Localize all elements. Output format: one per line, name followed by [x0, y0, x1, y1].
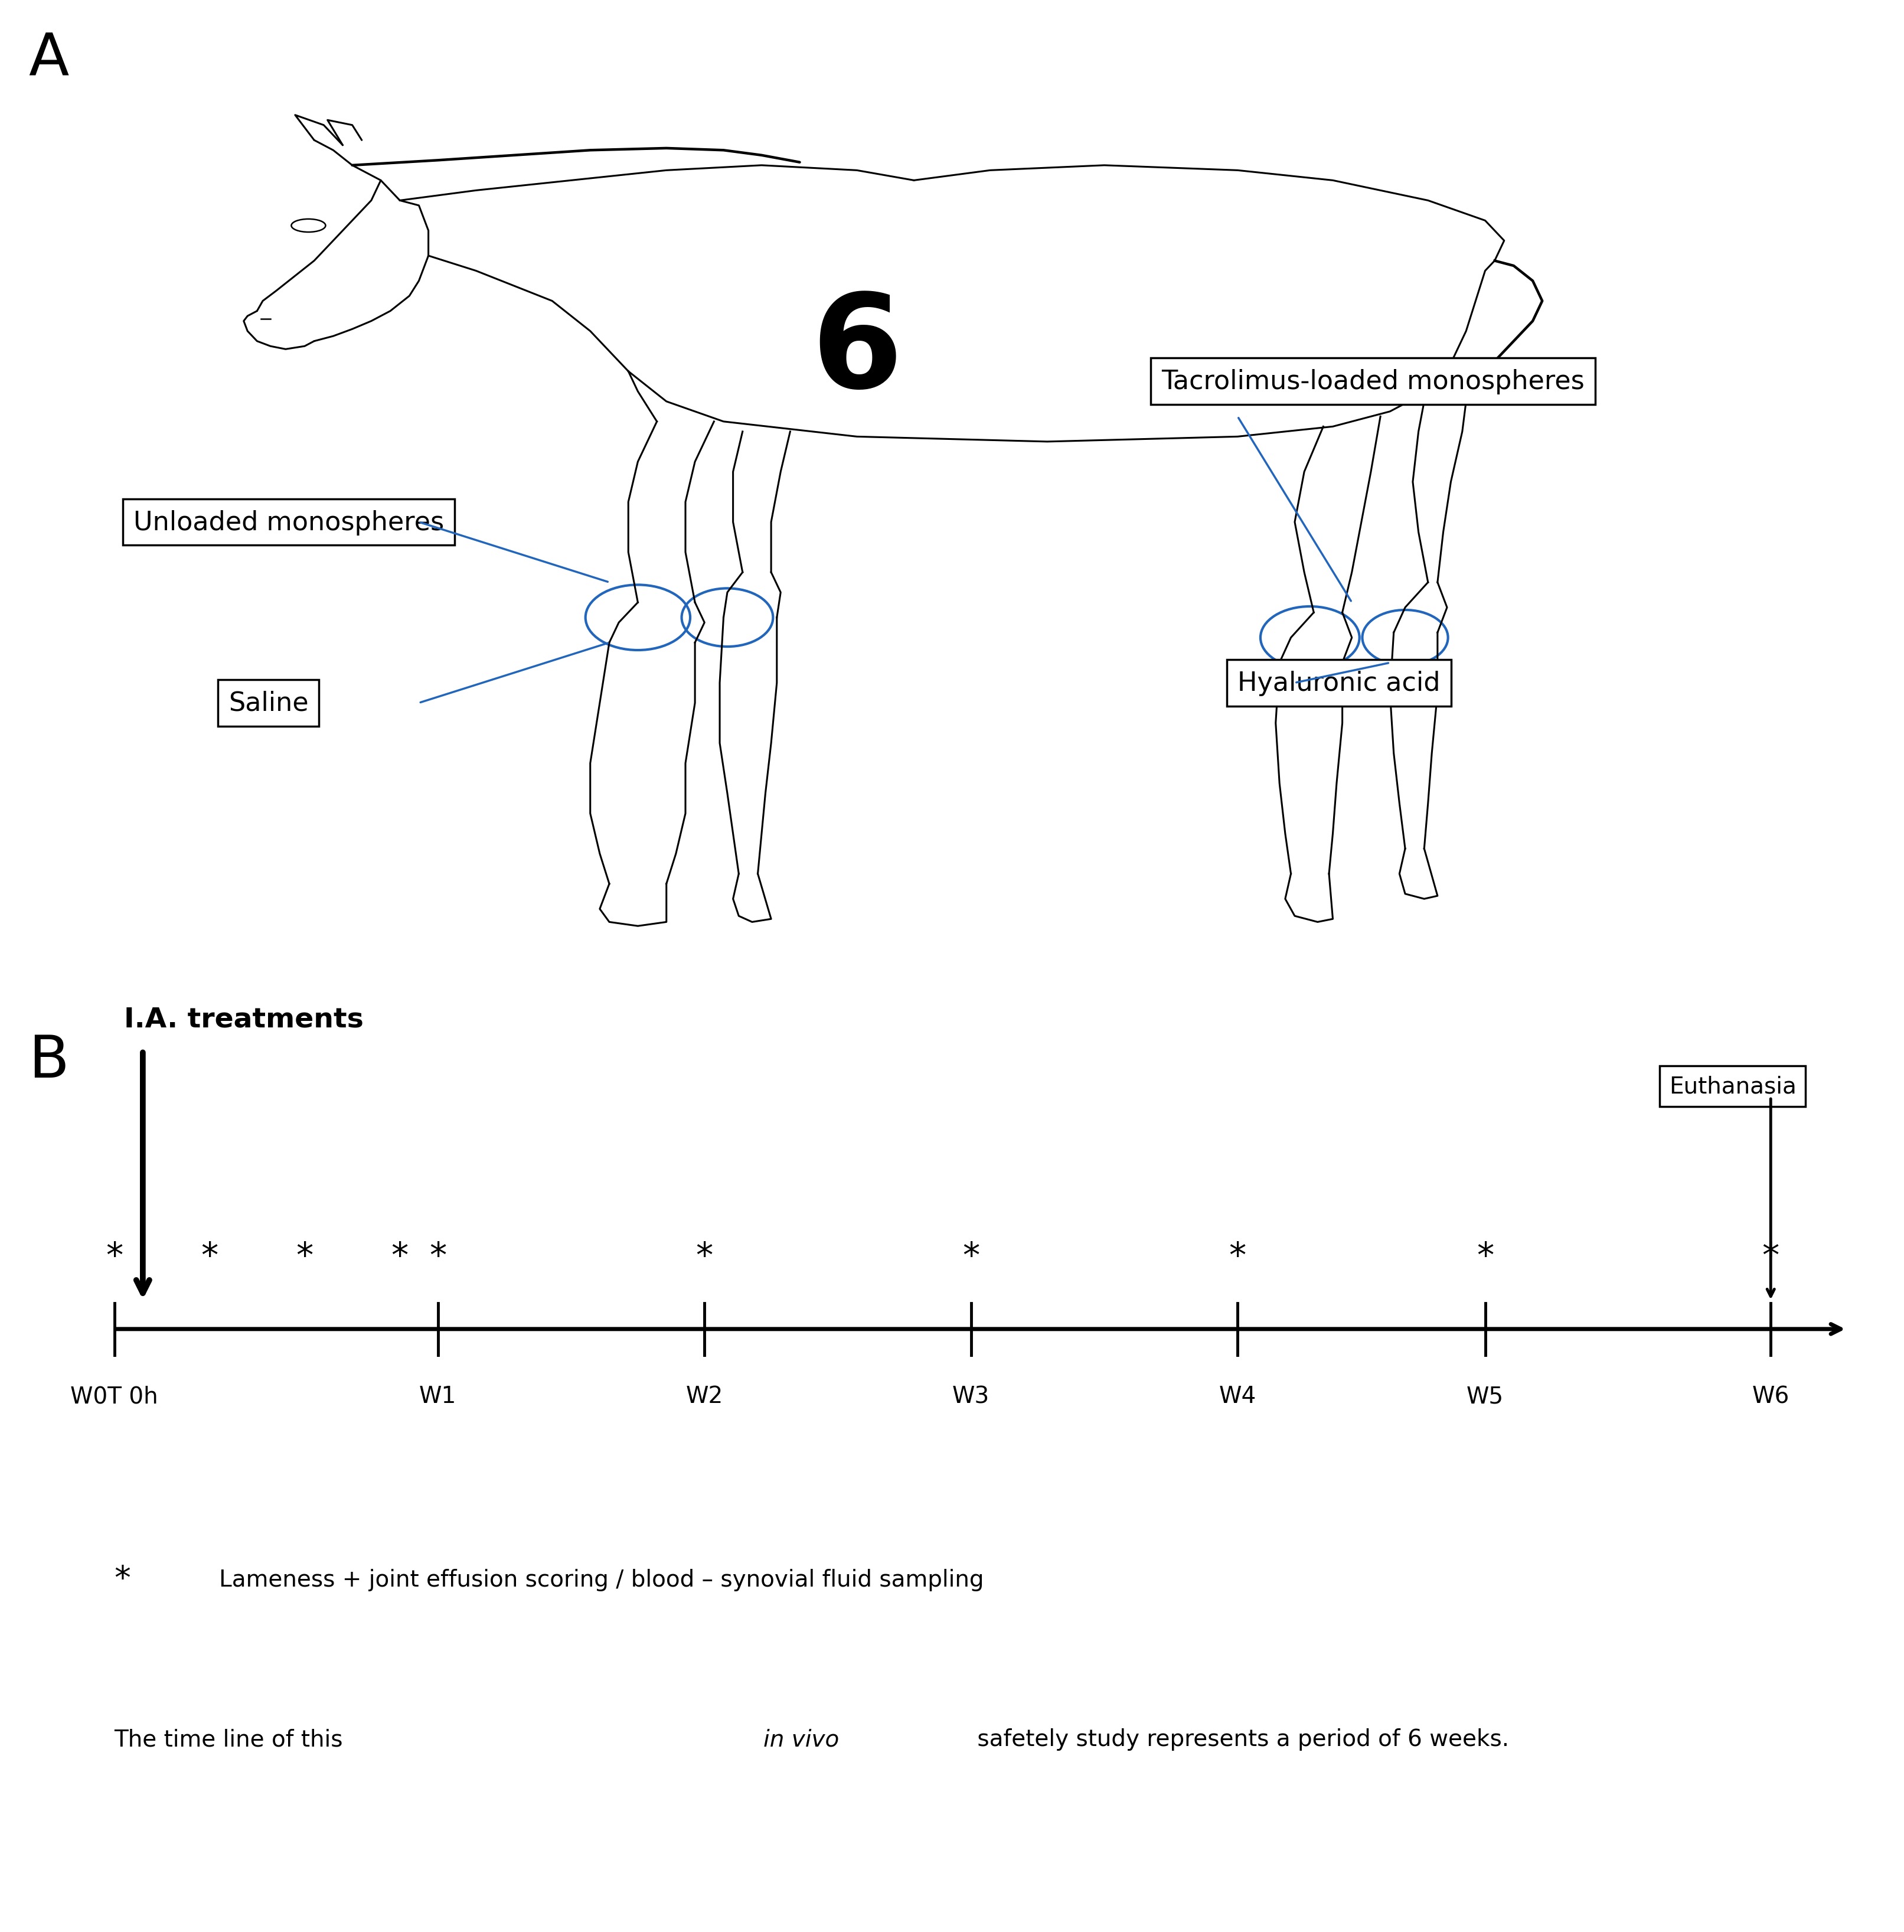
Text: Saline: Saline: [228, 690, 308, 717]
Text: A: A: [29, 31, 69, 87]
Text: W5: W5: [1466, 1385, 1504, 1406]
Text: *: *: [114, 1563, 131, 1596]
Text: W0T 0h: W0T 0h: [70, 1385, 158, 1406]
Text: *: *: [695, 1240, 714, 1273]
Text: Hyaluronic acid: Hyaluronic acid: [1238, 670, 1441, 696]
Text: B: B: [29, 1032, 69, 1090]
Text: W4: W4: [1219, 1385, 1257, 1406]
Text: *: *: [295, 1240, 314, 1273]
Text: Unloaded monospheres: Unloaded monospheres: [133, 510, 444, 535]
Text: *: *: [390, 1240, 409, 1273]
Text: W6: W6: [1752, 1385, 1790, 1406]
Text: *: *: [1228, 1240, 1247, 1273]
Text: Lameness + joint effusion scoring / blood – synovial fluid sampling: Lameness + joint effusion scoring / bloo…: [219, 1569, 984, 1590]
Text: W1: W1: [419, 1385, 457, 1406]
Text: *: *: [428, 1240, 447, 1273]
Text: in vivo: in vivo: [764, 1727, 840, 1750]
Text: 6: 6: [811, 288, 902, 415]
Text: *: *: [1761, 1240, 1780, 1273]
Text: I.A. treatments: I.A. treatments: [124, 1007, 364, 1032]
Text: W2: W2: [685, 1385, 724, 1406]
Text: *: *: [1476, 1240, 1495, 1273]
Text: The time line of this: The time line of this: [114, 1727, 350, 1750]
Text: Tacrolimus-loaded monospheres: Tacrolimus-loaded monospheres: [1161, 369, 1584, 394]
Text: safetely study represents a period of 6 weeks.: safetely study represents a period of 6 …: [969, 1727, 1510, 1750]
Text: *: *: [962, 1240, 981, 1273]
Text: W3: W3: [952, 1385, 990, 1406]
Text: *: *: [200, 1240, 219, 1273]
Text: *: *: [105, 1240, 124, 1273]
Text: Euthanasia: Euthanasia: [1670, 1074, 1795, 1097]
